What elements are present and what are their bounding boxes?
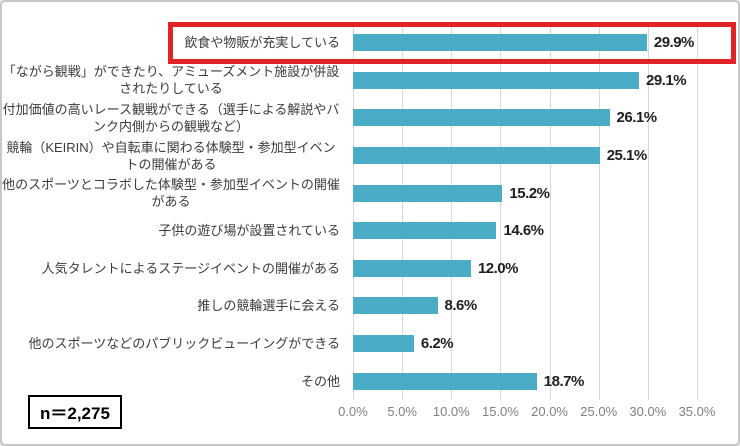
- bar-track: 8.6%: [353, 287, 733, 325]
- bar-row: 競輪（KEIRIN）や自転車に関わる体験型・参加型イベントの開催がある 25.1…: [2, 137, 738, 175]
- category-label: 子供の遊び場が設置されている: [158, 223, 340, 239]
- value-label: 14.6%: [503, 222, 544, 240]
- bar: [353, 109, 610, 127]
- value-label: 8.6%: [444, 297, 478, 315]
- bar-row: 人気タレントによるステージイベントの開催がある 12.0%: [2, 250, 738, 288]
- bar-row: 飲食や物販が充実している 29.9%: [2, 24, 738, 62]
- bar-track: 29.1%: [353, 62, 733, 100]
- bar-row: 推しの競輪選手に会える 8.6%: [2, 287, 738, 325]
- category-label: その他: [300, 373, 340, 389]
- category-label: 競輪（KEIRIN）や自転車に関わる体験型・参加型イベントの開催がある: [6, 139, 336, 172]
- sample-size-badge: n＝2,275: [28, 395, 122, 429]
- value-label: 6.2%: [420, 335, 454, 353]
- bar-row: 他のスポーツなどのパブリックビューイングができる 6.2%: [2, 325, 738, 363]
- x-tick-label: 5.0%: [387, 404, 417, 419]
- bar: [353, 372, 537, 390]
- bar-row: 「ながら観戦」ができたり、アミューズメント施設が併設されたりしている 29.1%: [2, 62, 738, 100]
- bar: [353, 147, 600, 165]
- x-tick-label: 20.0%: [531, 404, 568, 419]
- bar: [353, 259, 471, 277]
- value-label: 29.1%: [646, 71, 687, 89]
- category-label: 飲食や物販が充実している: [184, 35, 340, 51]
- category-label: 人気タレントによるステージイベントの開催がある: [41, 260, 340, 276]
- category-label: 推しの競輪選手に会える: [197, 298, 340, 314]
- value-label: 29.9%: [653, 34, 695, 52]
- value-label: 26.1%: [616, 109, 658, 127]
- bar-track: 25.1%: [353, 137, 733, 175]
- bar-row: 付加価値の高いレース観戦ができる（選手による解説やバンク内側からの観戦など） 2…: [2, 99, 738, 137]
- bar-track: 15.2%: [353, 174, 733, 212]
- bar: [353, 335, 414, 353]
- bar: [353, 222, 497, 240]
- x-tick-label: 10.0%: [432, 404, 470, 419]
- bar-track: 12.0%: [353, 250, 733, 288]
- bar-track: 26.1%: [353, 99, 733, 137]
- bar: [353, 34, 647, 52]
- bar-track: 14.6%: [353, 212, 733, 250]
- x-tick-label: 25.0%: [580, 404, 618, 419]
- bar-row: その他 18.7%: [2, 362, 738, 400]
- bar-track: 6.2%: [353, 325, 733, 363]
- value-label: 25.1%: [606, 147, 648, 165]
- bar: [353, 184, 503, 202]
- value-label: 18.7%: [543, 372, 585, 390]
- category-label: 他のスポーツとコラボした体験型・参加型イベントの開催がある: [2, 177, 340, 210]
- x-tick-label: 0.0%: [338, 404, 368, 419]
- x-tick-label: 30.0%: [629, 404, 667, 419]
- x-axis: 0.0% 5.0% 10.0% 15.0% 20.0% 25.0% 30.0% 35.0%: [338, 404, 715, 424]
- bar-rows: 飲食や物販が充実している 29.9% 「ながら観戦」ができたり、アミューズメント…: [2, 24, 738, 400]
- x-tick-label: 35.0%: [678, 404, 716, 419]
- category-label: 他のスポーツなどのパブリックビューイングができる: [28, 336, 340, 352]
- bar-row: 子供の遊び場が設置されている 14.6%: [2, 212, 738, 250]
- value-label: 12.0%: [477, 259, 519, 277]
- category-label: 付加価値の高いレース観戦ができる（選手による解説やバンク内側からの観戦など）: [2, 101, 340, 134]
- bar-row: 他のスポーツとコラボした体験型・参加型イベントの開催がある 15.2%: [2, 174, 738, 212]
- bar: [353, 71, 639, 89]
- x-tick-label: 15.0%: [481, 404, 519, 419]
- bar: [353, 297, 438, 315]
- bar-track: 29.9%: [353, 24, 733, 62]
- value-label: 15.2%: [509, 184, 550, 202]
- category-label: 「ながら観戦」ができたり、アミューズメント施設が併設されたりしている: [2, 64, 340, 97]
- bar-track: 18.7%: [353, 362, 733, 400]
